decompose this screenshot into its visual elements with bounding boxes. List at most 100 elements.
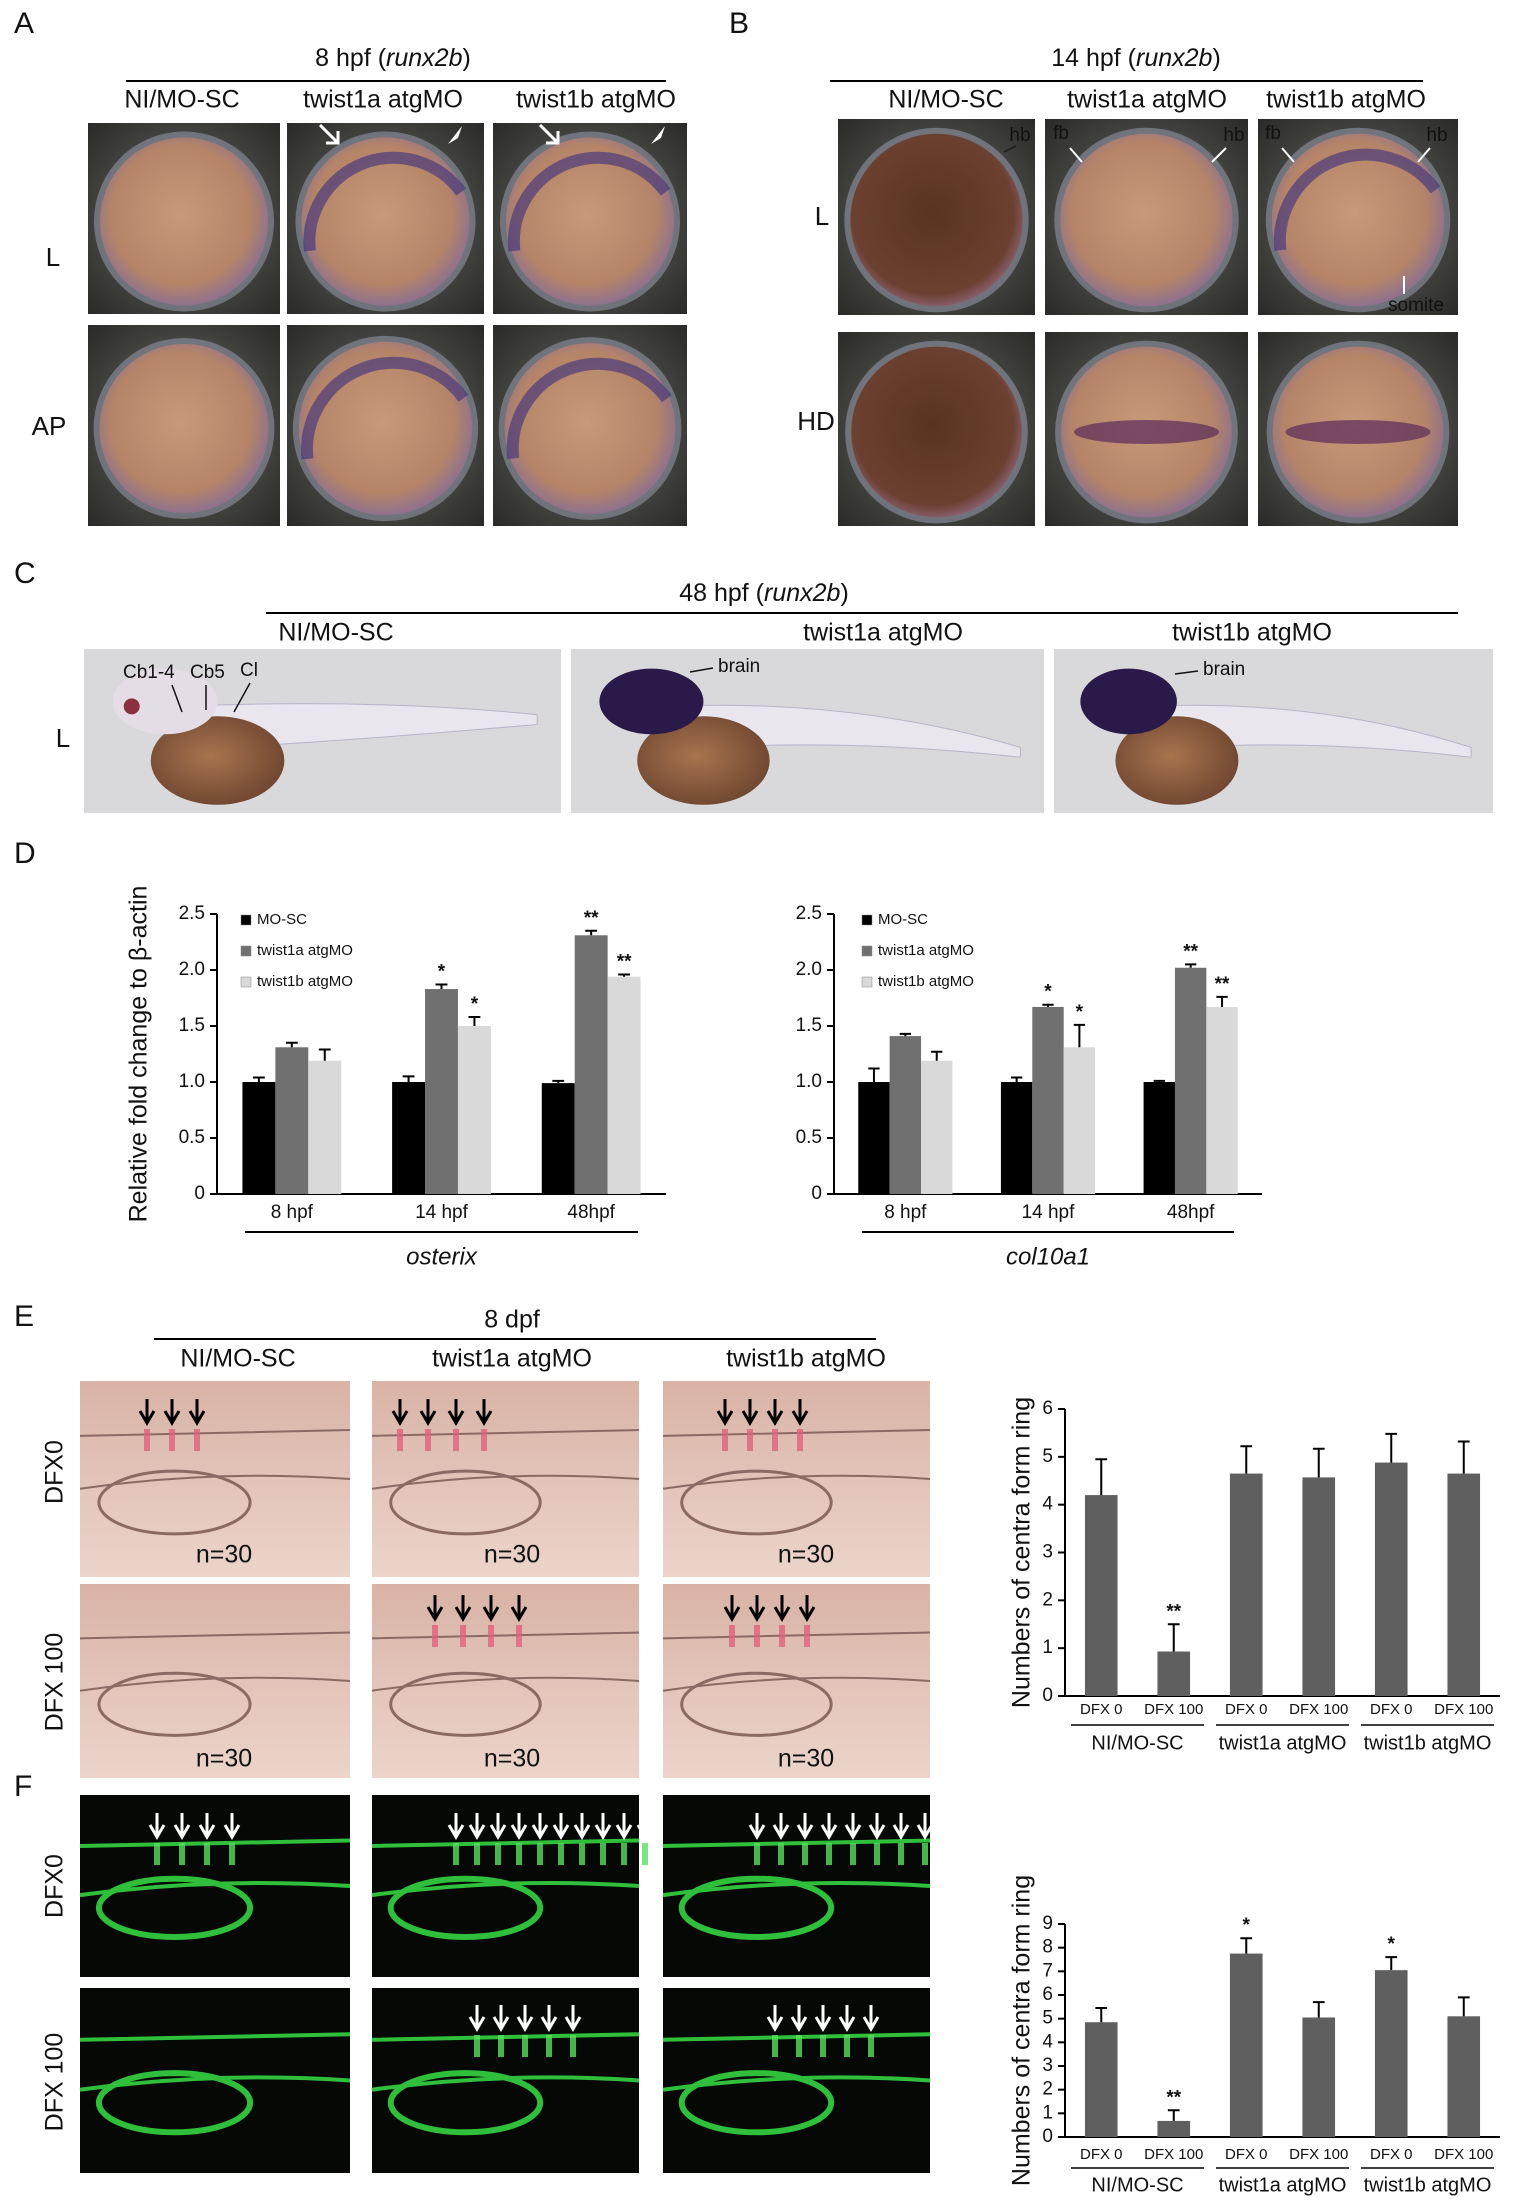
- stained-centrum: [600, 1843, 606, 1865]
- bar: [858, 1082, 890, 1194]
- micrograph: [88, 123, 280, 314]
- legend-label: MO-SC: [257, 911, 307, 928]
- y-tick-label: 1: [1042, 1637, 1053, 1658]
- stained-centrum: [169, 1429, 175, 1451]
- micrograph: [571, 649, 1044, 813]
- annotation-line: [1003, 145, 1017, 153]
- bar: [242, 1082, 276, 1194]
- stained-centrum: [779, 1625, 785, 1647]
- micrograph: [1258, 332, 1458, 526]
- row-label: AP: [32, 411, 67, 441]
- bar: [921, 1060, 953, 1194]
- gut: [678, 1875, 835, 1940]
- arrow: [510, 1595, 528, 1622]
- bar: [1084, 1495, 1118, 1696]
- micrograph: [662, 1795, 931, 1977]
- stained-centrum: [144, 1429, 150, 1451]
- arrow: [748, 1595, 766, 1622]
- x-tick-label: 48hpf: [1167, 1202, 1215, 1223]
- y-tick-label: 2.5: [796, 903, 822, 924]
- row-label: L: [46, 242, 60, 272]
- panel-title: 8 dpf: [484, 1306, 540, 1334]
- embryo: [851, 346, 1022, 518]
- group-label: twist1b atgMO: [1364, 2174, 1492, 2196]
- error-bar: [1216, 995, 1228, 1007]
- stained-centrum: [397, 1429, 403, 1451]
- error-bar: [1095, 2007, 1108, 2023]
- error-bar: [1457, 1440, 1470, 1474]
- annotation: fb: [1265, 123, 1281, 144]
- stained-centrum: [481, 1429, 487, 1451]
- x-tick-label: DFX 0: [1370, 1701, 1413, 1718]
- annotation-line: [233, 682, 251, 713]
- column-header: twist1b atgMO: [1172, 619, 1332, 647]
- micrograph: [1054, 649, 1493, 813]
- arrow: [454, 1595, 472, 1622]
- bar: [1206, 1006, 1238, 1194]
- arrow: [796, 1813, 814, 1840]
- gut: [97, 1469, 252, 1536]
- bar: [1302, 1477, 1336, 1696]
- embryo: [99, 344, 269, 513]
- micrograph: [287, 325, 484, 526]
- stained-centrum: [474, 1843, 480, 1865]
- embryo: [850, 133, 1023, 307]
- stain: [303, 151, 466, 252]
- stained-centrum: [516, 1843, 522, 1865]
- bar: [1157, 2120, 1191, 2137]
- annotation-line: [1211, 147, 1227, 163]
- error-bar: [931, 1050, 943, 1061]
- arrow: [716, 1399, 734, 1426]
- y-tick-label: 2.0: [179, 959, 205, 980]
- gut: [678, 2070, 835, 2136]
- bar: [392, 1082, 426, 1194]
- error-bar: [252, 1076, 265, 1082]
- legend-swatch: [861, 945, 873, 957]
- annotation: brain: [718, 656, 760, 677]
- significance-label: **: [584, 908, 599, 929]
- stained-centrum: [898, 1843, 904, 1865]
- y-tick-label: 4: [1042, 2031, 1053, 2052]
- arrow: [510, 1813, 528, 1840]
- stained-centrum: [522, 2035, 528, 2057]
- significance-label: **: [617, 951, 632, 972]
- micrograph: [662, 1584, 931, 1778]
- error-bar: [618, 973, 631, 977]
- x-axis-label: col10a1: [1006, 1243, 1090, 1270]
- group-label: twist1a atgMO: [1219, 2174, 1347, 2196]
- arrow: [531, 1813, 549, 1840]
- panel-letter: E: [14, 1300, 34, 1333]
- bar: [425, 989, 458, 1194]
- bar: [889, 1036, 922, 1194]
- stained-centrum: [820, 2035, 826, 2057]
- yolk: [1115, 716, 1239, 805]
- significance-label: *: [1076, 1002, 1084, 1023]
- arrow: [540, 2005, 558, 2032]
- column-header: twist1a atgMO: [803, 619, 963, 647]
- head: [599, 668, 704, 735]
- row-label: L: [56, 723, 70, 753]
- x-tick-label: DFX 0: [1080, 1701, 1123, 1718]
- error-bar: [1185, 963, 1197, 968]
- column-header: twist1b atgMO: [1266, 86, 1426, 114]
- head: [112, 668, 218, 735]
- micrograph: [88, 325, 280, 526]
- panel-title: 48 hpf (runx2b): [679, 579, 849, 607]
- arrow: [594, 1813, 612, 1840]
- error-bar: [1073, 1023, 1086, 1048]
- arrow: [468, 2005, 486, 2032]
- y-tick-label: 1: [1042, 2102, 1053, 2123]
- annotation: Cb5: [190, 662, 225, 683]
- arrowhead: [448, 126, 462, 144]
- count-label: n=30: [484, 1745, 540, 1773]
- legend-label: twist1b atgMO: [878, 973, 974, 990]
- legend-label: twist1a atgMO: [878, 942, 974, 959]
- annotation-line: [689, 667, 714, 673]
- x-tick-label: 14 hpf: [1022, 1202, 1076, 1223]
- micrograph: [493, 325, 687, 526]
- panel-letter: C: [14, 557, 36, 590]
- x-tick-label: DFX 100: [1289, 1701, 1348, 1718]
- stained-centrum: [425, 1429, 431, 1451]
- group-label: twist1b atgMO: [1364, 1732, 1492, 1754]
